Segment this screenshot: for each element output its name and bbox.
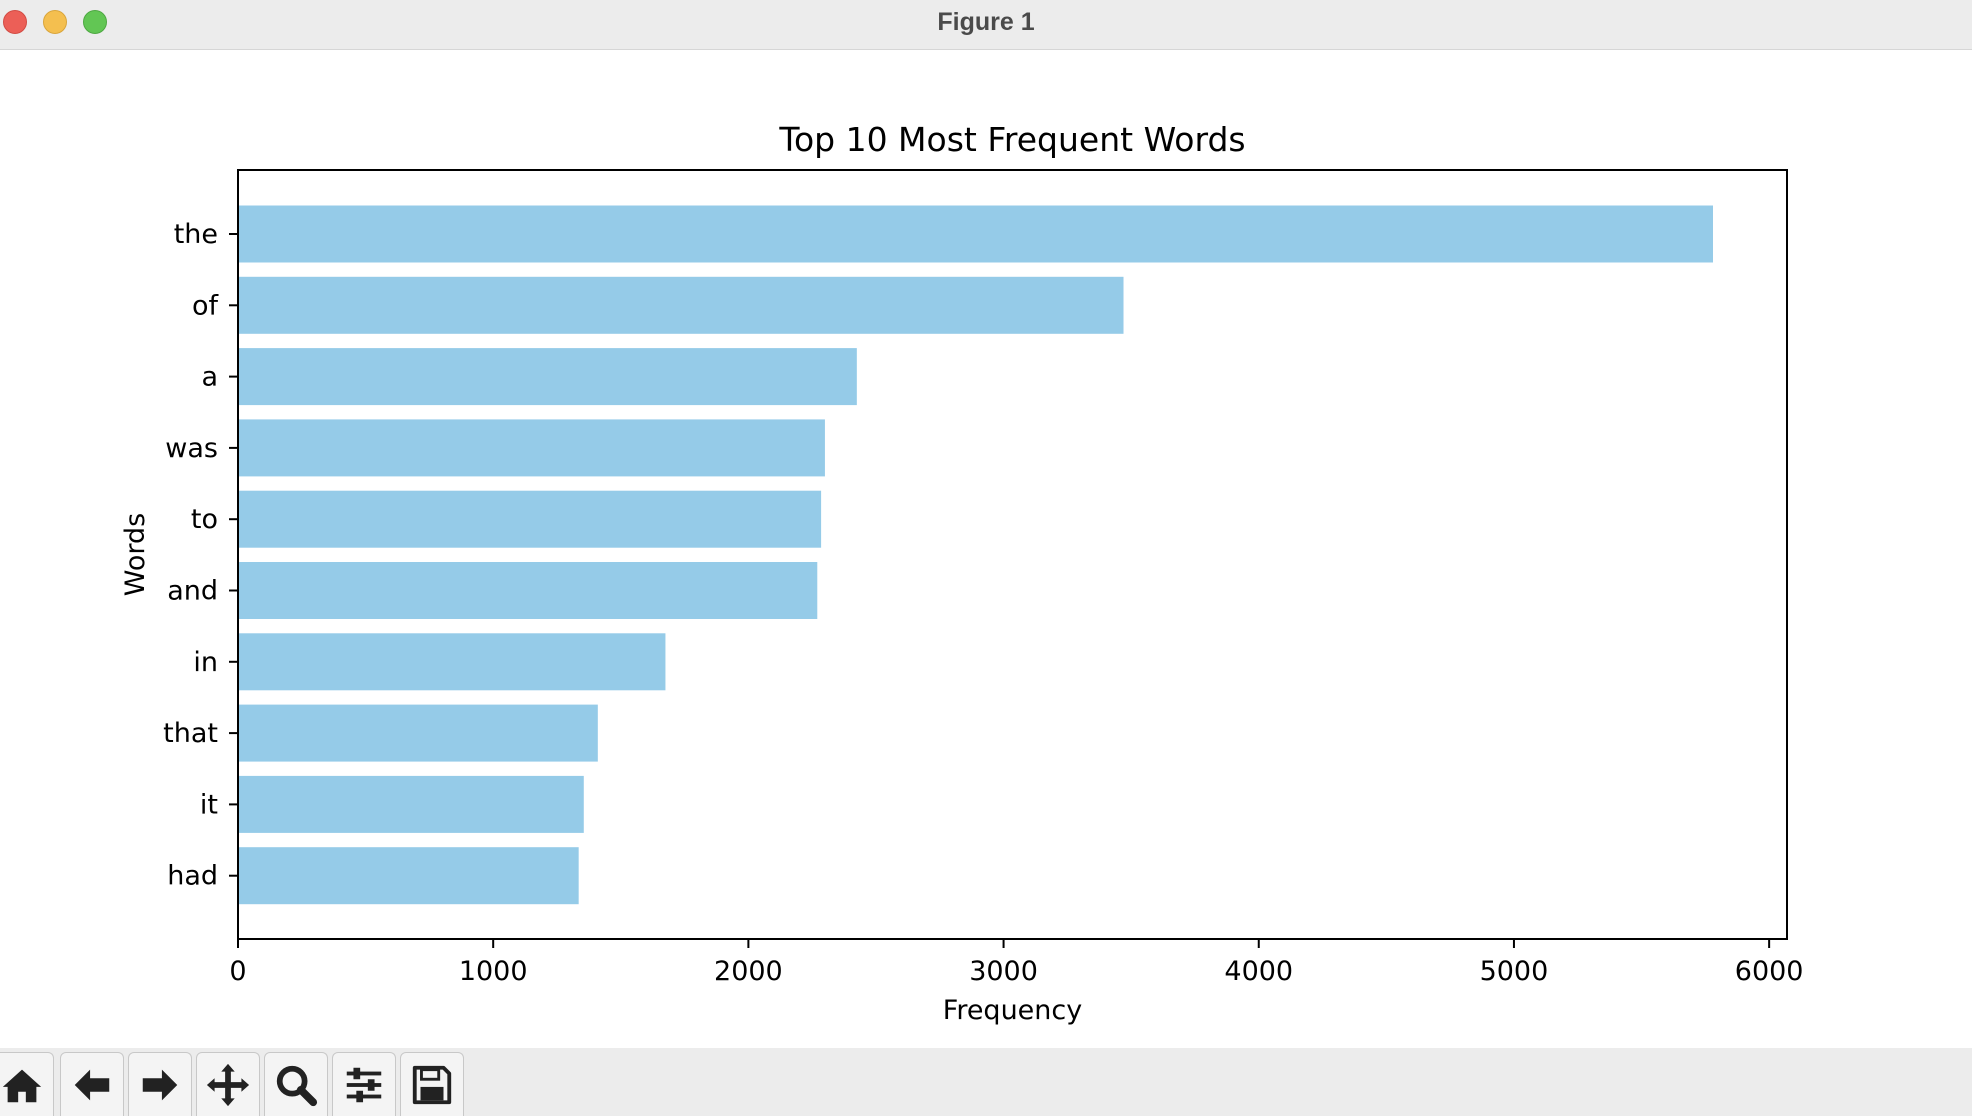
y-tick-label: in [193,647,218,678]
y-tick-label: it [200,789,218,820]
bar-a [238,348,857,406]
x-tick-label: 2000 [714,956,783,987]
back-button[interactable] [60,1052,124,1116]
minimize-window-button[interactable] [43,10,67,34]
bar-it [238,775,584,833]
axes-frame [237,169,1788,940]
x-tick-label: 3000 [969,956,1038,987]
x-axis-label: Frequency [943,995,1083,1026]
y-tick-label: to [191,504,218,535]
bar-of [238,276,1124,334]
bar-had [238,847,579,905]
x-tick-label: 6000 [1735,956,1804,987]
home-button[interactable] [0,1052,54,1116]
y-tick-label: and [167,576,218,607]
x-tick-label: 5000 [1480,956,1549,987]
arrow-right-icon [142,1069,178,1100]
bars-layer [238,205,1713,905]
search-icon [276,1065,318,1106]
bar-in [238,633,666,691]
chart-title: Top 10 Most Frequent Words [778,120,1245,159]
bar-chart: the of a was to and in that it had 0 1000 2000 3000 4… [120,120,1803,1026]
floppy-disk-icon [412,1065,452,1104]
sliders-icon [346,1067,382,1102]
window-title: Figure 1 [937,8,1035,36]
y-tick-label: that [163,718,218,749]
y-tick-label: had [167,861,218,892]
pan-button[interactable] [196,1052,260,1116]
y-tick-label: was [165,433,218,464]
configure-subplots-button[interactable] [332,1052,396,1116]
bar-and [238,562,818,619]
navigation-toolbar [0,1048,1972,1116]
bar-that [238,704,598,762]
x-tick-label: 4000 [1224,956,1293,987]
arrow-left-icon [74,1069,110,1100]
y-tick-label: of [192,290,220,321]
window-titlebar: Figure 1 [0,0,1972,50]
x-ticks-layer: 0 1000 2000 3000 4000 5000 6000 [229,939,1803,987]
bar-was [238,419,825,477]
y-tick-label: the [174,219,218,250]
forward-button[interactable] [128,1052,192,1116]
home-icon [2,1069,42,1102]
save-button[interactable] [400,1052,464,1116]
x-tick-label: 0 [229,956,246,987]
zoom-button[interactable] [264,1052,328,1116]
y-axis-label: Words [120,513,151,596]
zoom-window-button[interactable] [83,10,107,34]
y-tick-label: a [201,362,218,393]
close-window-button[interactable] [3,10,27,34]
bar-to [238,490,822,548]
y-ticks-layer: the of a was to and in that it had [163,219,238,892]
figure-canvas: the of a was to and in that it had 0 1000 2000 3000 4… [0,50,1972,1048]
move-icon [206,1063,250,1106]
bar-the [238,205,1713,263]
x-tick-label: 1000 [459,956,528,987]
